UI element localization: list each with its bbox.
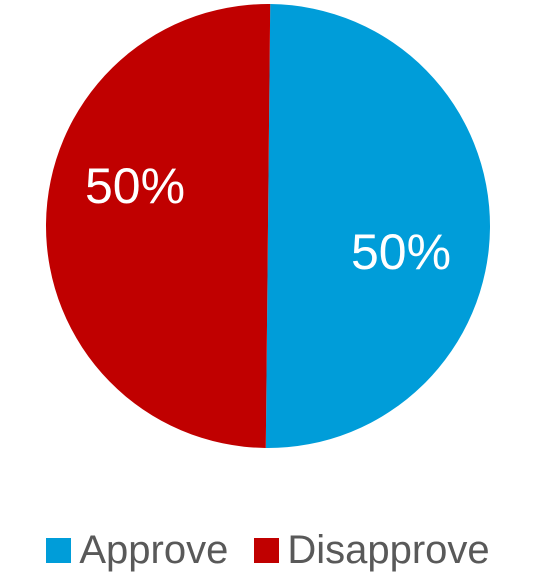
- legend-label-approve: Approve: [79, 527, 229, 572]
- pie-slice-disapprove: [45, 3, 271, 448]
- legend-item-disapprove: Disapprove: [254, 527, 490, 573]
- pie-data-labels: 50% 50%: [85, 158, 451, 280]
- legend-label-disapprove: Disapprove: [287, 527, 490, 572]
- data-label-approve: 50%: [351, 224, 451, 280]
- pie-slice-approve: [265, 4, 491, 449]
- pie-slices: [45, 3, 491, 449]
- legend-swatch-approve: [46, 537, 72, 563]
- legend-swatch-disapprove: [254, 537, 280, 563]
- data-label-disapprove: 50%: [85, 158, 185, 214]
- legend-item-approve: Approve: [46, 528, 228, 573]
- legend: Approve Disapprove: [0, 526, 536, 574]
